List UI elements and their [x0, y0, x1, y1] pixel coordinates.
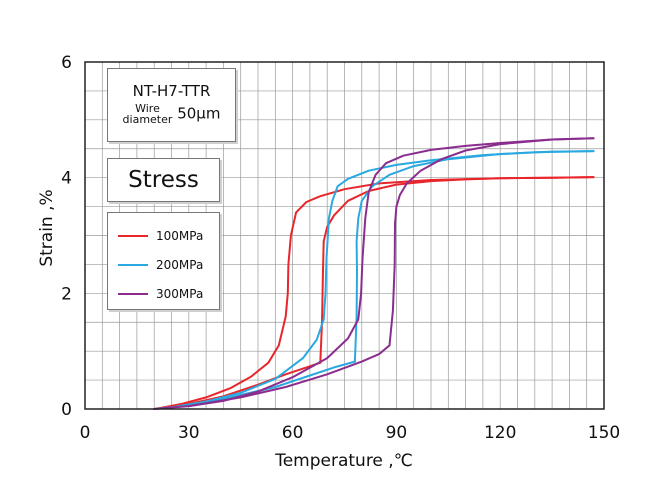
wire-diameter-value: 50μm: [177, 104, 221, 123]
legend-label-300mpa: 300MPa: [156, 286, 204, 301]
series-lines: [153, 137, 595, 410]
x-tick-label: 120: [484, 423, 516, 443]
plot-frame: [84, 61, 605, 410]
x-tick-label: 90: [386, 423, 408, 443]
legend-label-100mpa: 100MPa: [156, 228, 204, 243]
legend-item-300mpa: 300MPa: [108, 279, 219, 308]
legend-title: Stress: [128, 167, 199, 193]
legend-item-100mpa: 100MPa: [108, 221, 219, 250]
legend: 100MPa 200MPa 300MPa: [107, 212, 220, 310]
wire-label-bottom: diameter: [122, 113, 173, 126]
series-line-200mpa-tail: [187, 360, 356, 407]
x-tick-label: 150: [588, 423, 620, 443]
series-line-300mpa-heating: [388, 137, 595, 347]
wire-label-top: Wire: [135, 102, 160, 115]
series-line-300mpa-tail: [187, 344, 391, 408]
series-line-200mpa-cooling: [153, 150, 595, 410]
legend-swatch-200mpa: [118, 263, 148, 266]
material-info-box: NT-H7-TTR Wire diameter 50μm: [107, 68, 236, 142]
stress-title-box: Stress: [107, 158, 220, 202]
y-tick-label: 4: [61, 169, 72, 189]
wire-diameter-line: Wire diameter 50μm: [108, 103, 235, 125]
x-axis-label: Temperature ,℃: [274, 451, 413, 471]
series-line-100mpa-cooling: [153, 176, 595, 410]
x-tick-label: 30: [178, 423, 200, 443]
legend-item-200mpa: 200MPa: [108, 250, 219, 279]
legend-swatch-100mpa: [118, 234, 148, 237]
x-tick-label: 60: [282, 423, 304, 443]
material-name: NT-H7-TTR: [132, 82, 211, 100]
x-tick-label: 0: [80, 423, 91, 443]
legend-label-200mpa: 200MPa: [156, 257, 204, 272]
y-axis-label: Strain ,%: [37, 189, 57, 266]
y-tick-label: 6: [61, 53, 72, 73]
y-tick-label: 0: [61, 400, 72, 420]
tick-labels: 0 30 60 90 120 150 0 2 4 6: [61, 53, 620, 443]
legend-swatch-300mpa: [118, 292, 148, 295]
y-tick-label: 2: [61, 284, 72, 304]
wire-diameter-label: Wire diameter: [123, 103, 173, 125]
